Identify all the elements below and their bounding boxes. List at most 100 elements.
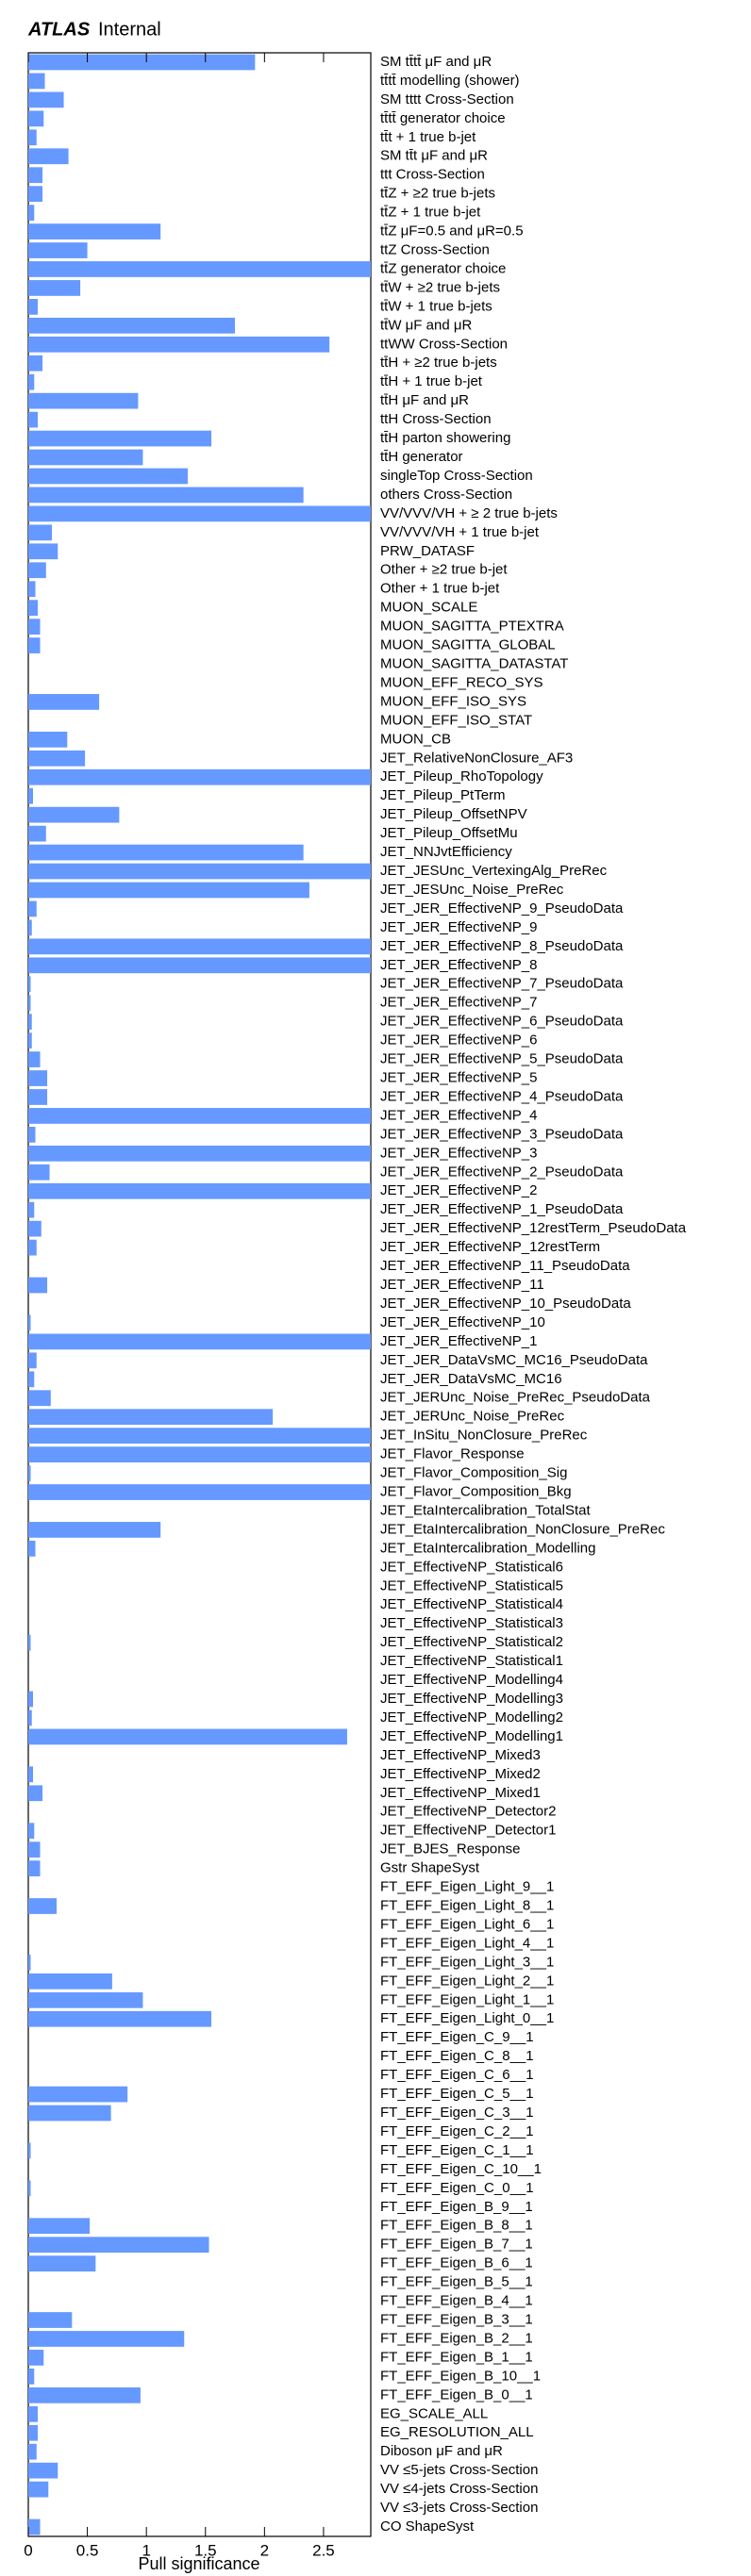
y-tick-label: JET_JER_EffectiveNP_12restTerm_PseudoDat… — [380, 1220, 687, 1236]
bar — [28, 280, 81, 296]
y-tick-label: JET_EtaIntercalibration_Modelling — [380, 1540, 595, 1556]
bar — [28, 223, 161, 239]
y-tick-label: JET_EffectiveNP_Mixed2 — [380, 1766, 541, 1782]
bar — [28, 1728, 347, 1745]
y-tick-label: JET_JER_EffectiveNP_1 — [380, 1333, 537, 1349]
y-tick-label: FT_EFF_Eigen_B_8__1 — [380, 2218, 533, 2234]
y-tick-label: JET_JER_EffectiveNP_7 — [380, 995, 537, 1011]
bar — [28, 2218, 91, 2235]
bar — [28, 1089, 48, 1105]
y-tick-label: JET_EffectiveNP_Statistical5 — [380, 1577, 563, 1593]
bar — [28, 1691, 34, 1708]
bar — [28, 373, 35, 390]
y-tick-label: JET_EtaIntercalibration_TotalStat — [380, 1502, 591, 1518]
bar — [28, 1051, 41, 1067]
y-tick-label: Other + ≥2 true b-jet — [380, 562, 508, 578]
bar — [28, 2312, 73, 2328]
y-tick-label: tt̄Z + 1 true b-jet — [380, 205, 481, 221]
y-tick-label: JET_JER_EffectiveNP_3_PseudoData — [380, 1126, 624, 1142]
y-tick-label: JET_BJES_Response — [380, 1841, 520, 1858]
y-tick-label: JET_JERUnc_Noise_PreRec_PseudoData — [380, 1390, 651, 1406]
bar — [28, 1409, 274, 1426]
bar — [28, 430, 212, 447]
y-tick-label: JET_JER_EffectiveNP_2 — [380, 1182, 537, 1198]
y-tick-label: JET_EffectiveNP_Statistical2 — [380, 1634, 563, 1650]
bar — [28, 2462, 58, 2479]
y-tick-label: VV ≤3-jets Cross-Section — [380, 2500, 538, 2516]
y-tick-label: VV/VVV/VH + 1 true b-jet — [380, 524, 540, 540]
y-tick-label: JET_JER_EffectiveNP_7_PseudoData — [380, 976, 624, 992]
y-tick-label: FT_EFF_Eigen_Light_8__1 — [380, 1897, 554, 1913]
y-tick-label: Gstr ShapeSyst — [380, 1860, 480, 1876]
y-tick-label: FT_EFF_Eigen_C_10__1 — [380, 2161, 542, 2177]
y-tick-label: ttWW Cross-Section — [380, 336, 508, 352]
bar — [28, 242, 88, 258]
bar — [28, 167, 43, 184]
bar — [28, 976, 31, 993]
bar — [28, 449, 143, 466]
y-tick-label: tt̄Z generator choice — [380, 260, 506, 276]
bar — [28, 1277, 48, 1294]
brand: ATLAS — [27, 19, 91, 40]
bar — [28, 2443, 37, 2460]
y-tick-label: FT_EFF_Eigen_B_7__1 — [380, 2237, 533, 2253]
bar — [28, 1145, 371, 1162]
bar — [28, 919, 32, 936]
bar — [28, 186, 43, 203]
y-tick-label: JET_JER_EffectiveNP_9 — [380, 919, 537, 935]
x-tick-label: 2.5 — [312, 2541, 335, 2559]
bar — [28, 1032, 32, 1049]
bar — [28, 392, 139, 409]
bar — [28, 336, 330, 353]
bar — [28, 2518, 41, 2535]
y-tick-label: tt̄Z + ≥2 true b-jets — [380, 186, 495, 202]
bar — [28, 505, 371, 522]
y-tick-label: tt̄Z μF=0.5 and μR=0.5 — [380, 223, 524, 239]
y-tick-label: JET_JER_EffectiveNP_9_PseudoData — [380, 900, 624, 916]
y-tick-label: JET_JER_EffectiveNP_3 — [380, 1145, 537, 1161]
y-tick-label: JET_JER_EffectiveNP_6 — [380, 1032, 537, 1049]
bar — [28, 2481, 49, 2498]
y-tick-label: JET_JER_EffectiveNP_8_PseudoData — [380, 938, 624, 954]
y-tick-label: tt̄W μF and μR — [380, 317, 472, 333]
y-tick-label: JET_EffectiveNP_Mixed3 — [380, 1747, 541, 1763]
y-tick-label: JET_JER_EffectiveNP_5_PseudoData — [380, 1051, 624, 1067]
y-tick-label: JET_Flavor_Composition_Sig — [380, 1465, 567, 1481]
bar — [28, 148, 69, 165]
bar — [28, 1371, 35, 1388]
bar — [28, 1182, 371, 1199]
y-tick-label: FT_EFF_Eigen_C_0__1 — [380, 2180, 534, 2196]
bar — [28, 581, 36, 598]
bar — [28, 1014, 32, 1031]
bar — [28, 731, 68, 748]
bar — [28, 1201, 35, 1218]
y-tick-label: FT_EFF_Eigen_B_1__1 — [380, 2349, 533, 2365]
bar — [28, 995, 31, 1012]
bar — [28, 1333, 371, 1350]
y-tick-label: tt̄t + 1 true b-jet — [380, 129, 476, 145]
bar — [28, 882, 309, 899]
y-tick-label: VV/VVV/VH + ≥ 2 true b-jets — [380, 505, 558, 521]
y-tick-label: EG_SCALE_ALL — [380, 2405, 488, 2421]
bar — [28, 2142, 31, 2159]
bar — [28, 54, 256, 71]
y-tick-label: JET_JER_EffectiveNP_6_PseudoData — [380, 1014, 624, 1030]
y-tick-label: FT_EFF_Eigen_B_6__1 — [380, 2255, 533, 2271]
y-tick-label: ttZ Cross-Section — [380, 241, 490, 257]
y-tick-label: FT_EFF_Eigen_B_5__1 — [380, 2274, 533, 2290]
bar — [28, 1766, 34, 1783]
y-tick-label: FT_EFF_Eigen_B_10__1 — [380, 2368, 541, 2384]
bar — [28, 2180, 31, 2197]
bar — [28, 317, 236, 334]
bar — [28, 1108, 371, 1124]
bar — [28, 1841, 41, 1858]
bar — [28, 1127, 36, 1143]
bar — [28, 2386, 141, 2403]
y-tick-label: JET_JER_EffectiveNP_1_PseudoData — [380, 1201, 624, 1217]
y-tick-label: JET_EffectiveNP_Detector2 — [380, 1804, 556, 1820]
bar — [28, 825, 46, 842]
y-tick-label: JET_Flavor_Composition_Bkg — [380, 1483, 572, 1499]
y-tick-label: tt̄H parton showering — [380, 430, 510, 446]
bar — [28, 957, 371, 974]
y-tick-label: SM tttt Cross-Section — [380, 91, 514, 107]
